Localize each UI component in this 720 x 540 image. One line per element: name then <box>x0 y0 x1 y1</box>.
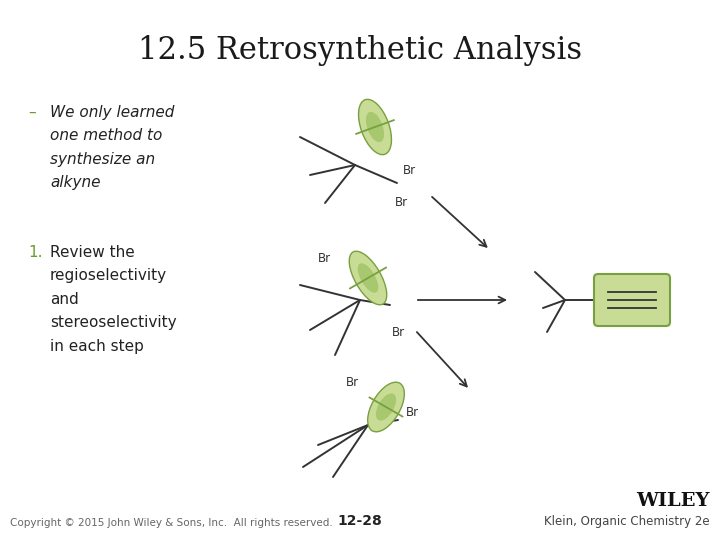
Ellipse shape <box>366 112 384 142</box>
Ellipse shape <box>359 99 392 154</box>
Text: 12-28: 12-28 <box>338 514 382 528</box>
Ellipse shape <box>368 382 405 432</box>
Text: Klein, Organic Chemistry 2e: Klein, Organic Chemistry 2e <box>544 515 710 528</box>
Text: –: – <box>28 105 35 120</box>
Text: Br: Br <box>406 406 419 419</box>
Text: Br: Br <box>346 376 359 389</box>
Ellipse shape <box>349 251 387 305</box>
Text: Br: Br <box>392 327 405 340</box>
Ellipse shape <box>358 264 378 293</box>
Ellipse shape <box>376 393 396 421</box>
Text: Copyright © 2015 John Wiley & Sons, Inc.  All rights reserved.: Copyright © 2015 John Wiley & Sons, Inc.… <box>10 518 333 528</box>
FancyBboxPatch shape <box>594 274 670 326</box>
Text: 1.: 1. <box>28 245 42 260</box>
Text: 12.5 Retrosynthetic Analysis: 12.5 Retrosynthetic Analysis <box>138 35 582 66</box>
Text: Br: Br <box>318 252 331 265</box>
Text: Br: Br <box>395 197 408 210</box>
Text: We only learned
one method to
synthesize an
alkyne: We only learned one method to synthesize… <box>50 105 174 190</box>
Text: Br: Br <box>403 165 416 178</box>
Text: WILEY: WILEY <box>636 492 710 510</box>
Text: Review the
regioselectivity
and
stereoselectivity
in each step: Review the regioselectivity and stereose… <box>50 245 176 354</box>
